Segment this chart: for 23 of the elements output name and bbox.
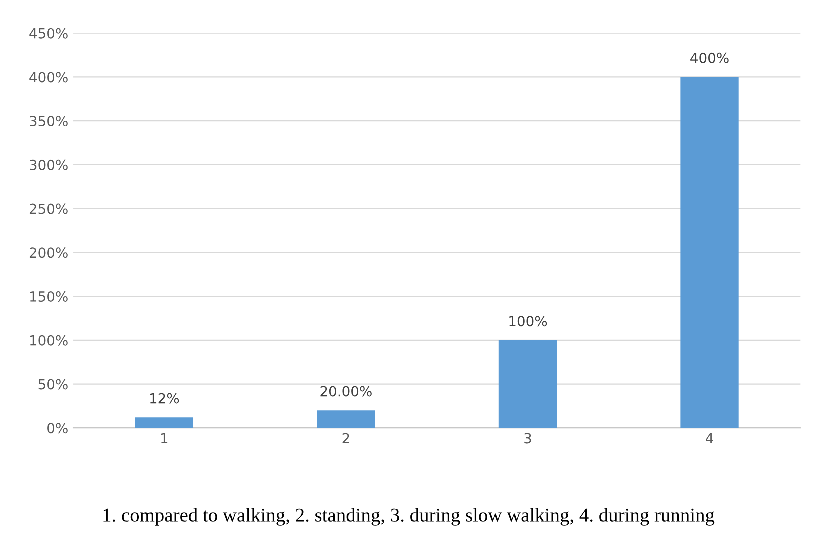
y-tick-label: 150%: [30, 292, 68, 302]
text: 1. compared to walking, 2. standing, 3. during slow walking, 4. during running: [104, 508, 715, 526]
y-tick-label: 0%: [48, 423, 68, 434]
y-tick-label: 50%: [38, 379, 68, 390]
bar: [498, 340, 558, 428]
data-label: 20.00%: [320, 386, 372, 397]
x-tick-label: 1: [162, 433, 168, 444]
data-label: 100%: [510, 316, 548, 327]
x-tick-label: 3: [524, 433, 532, 444]
data-label: 400%: [690, 52, 729, 64]
y-tick-label: 450%: [30, 28, 68, 39]
y-tick-label: 400%: [30, 72, 68, 83]
y-tick-label: 250%: [30, 204, 68, 214]
x-tick-label: 2: [342, 433, 350, 444]
bar: [680, 77, 739, 428]
bar: [317, 410, 376, 428]
x-tick-label: 4: [706, 433, 714, 444]
data-label: 12%: [150, 393, 180, 404]
y-tick-label: 300%: [30, 160, 68, 170]
y-tick-label: 100%: [30, 335, 68, 346]
y-tick-label: 350%: [30, 116, 68, 127]
y-tick-label: 200%: [30, 248, 68, 258]
bar: [135, 418, 194, 428]
